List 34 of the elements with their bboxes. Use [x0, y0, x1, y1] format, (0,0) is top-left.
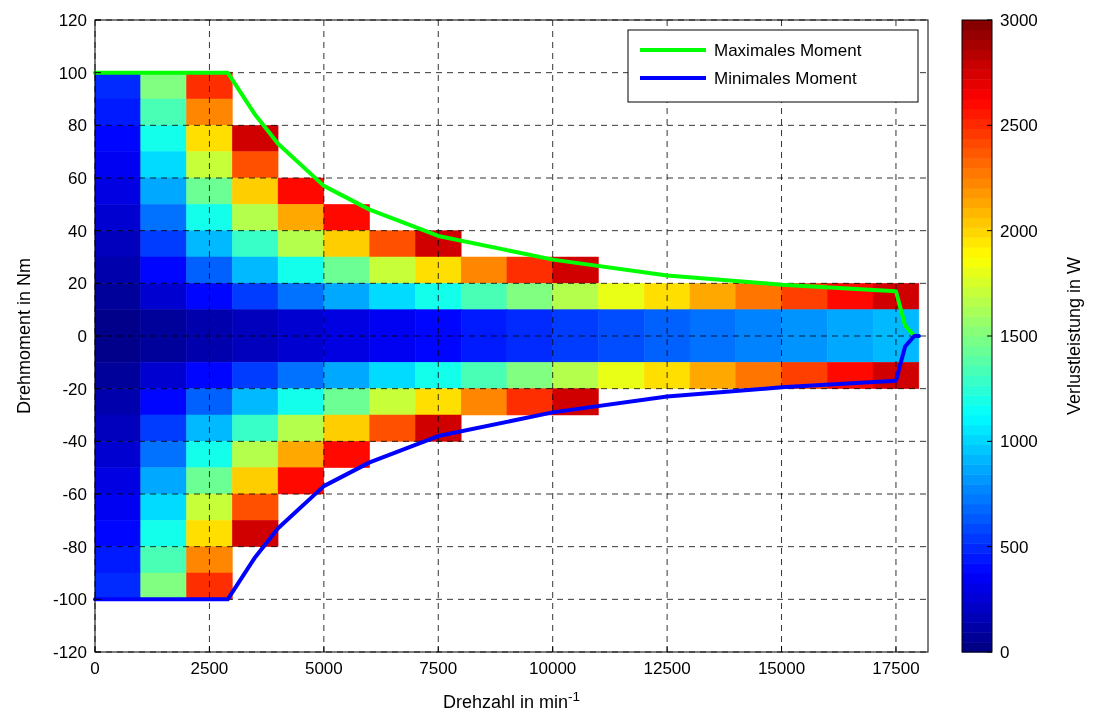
y-tick-label: -20: [62, 379, 87, 399]
y-tick-label: -120: [52, 643, 87, 662]
color-bar-label: 1500: [1000, 327, 1038, 346]
x-tick-label: 7500: [419, 659, 458, 678]
y-tick-label: 100: [58, 63, 87, 83]
x-tick-label: 2500: [190, 659, 229, 678]
y-tick-label: 80: [68, 116, 87, 136]
x-tick-label: 5000: [304, 659, 343, 678]
y-tick-label: -40: [62, 432, 87, 452]
y-tick-label: 40: [68, 221, 87, 241]
y-tick-label: 120: [58, 11, 87, 30]
y-axis-title: Drehmoment in Nm: [14, 257, 34, 415]
color-bar-label: 3000: [1000, 11, 1038, 30]
legend-label: Maximales Moment: [714, 41, 862, 60]
x-axis-title: Drehzahl in min$^{-1}$: [442, 688, 581, 712]
x-tick-label: 0: [90, 659, 100, 678]
legend-label: Minimales Moment: [714, 69, 857, 88]
color-bar-label: 2500: [1000, 116, 1038, 136]
y-tick-label: 20: [68, 274, 87, 294]
y-tick-label: 0: [77, 327, 87, 346]
color-bar-title: Verlustleistung in W: [1064, 256, 1084, 416]
y-tick-label: -60: [62, 485, 87, 504]
color-bar-label: 500: [1000, 537, 1029, 557]
x-tick-label: 15000: [757, 659, 806, 678]
color-bar-label: 1000: [1000, 432, 1038, 452]
y-tick-label: -80: [62, 537, 87, 557]
y-tick-label: 60: [68, 169, 87, 188]
x-tick-label: 17500: [872, 659, 920, 678]
x-tick-label: 10000: [529, 659, 577, 678]
color-bar-label: 2000: [1000, 221, 1038, 241]
y-tick-label: -100: [52, 590, 87, 610]
x-tick-label: 12500: [643, 659, 691, 678]
line-series: [93, 334, 921, 602]
color-bar-label: 0: [1000, 643, 1010, 662]
